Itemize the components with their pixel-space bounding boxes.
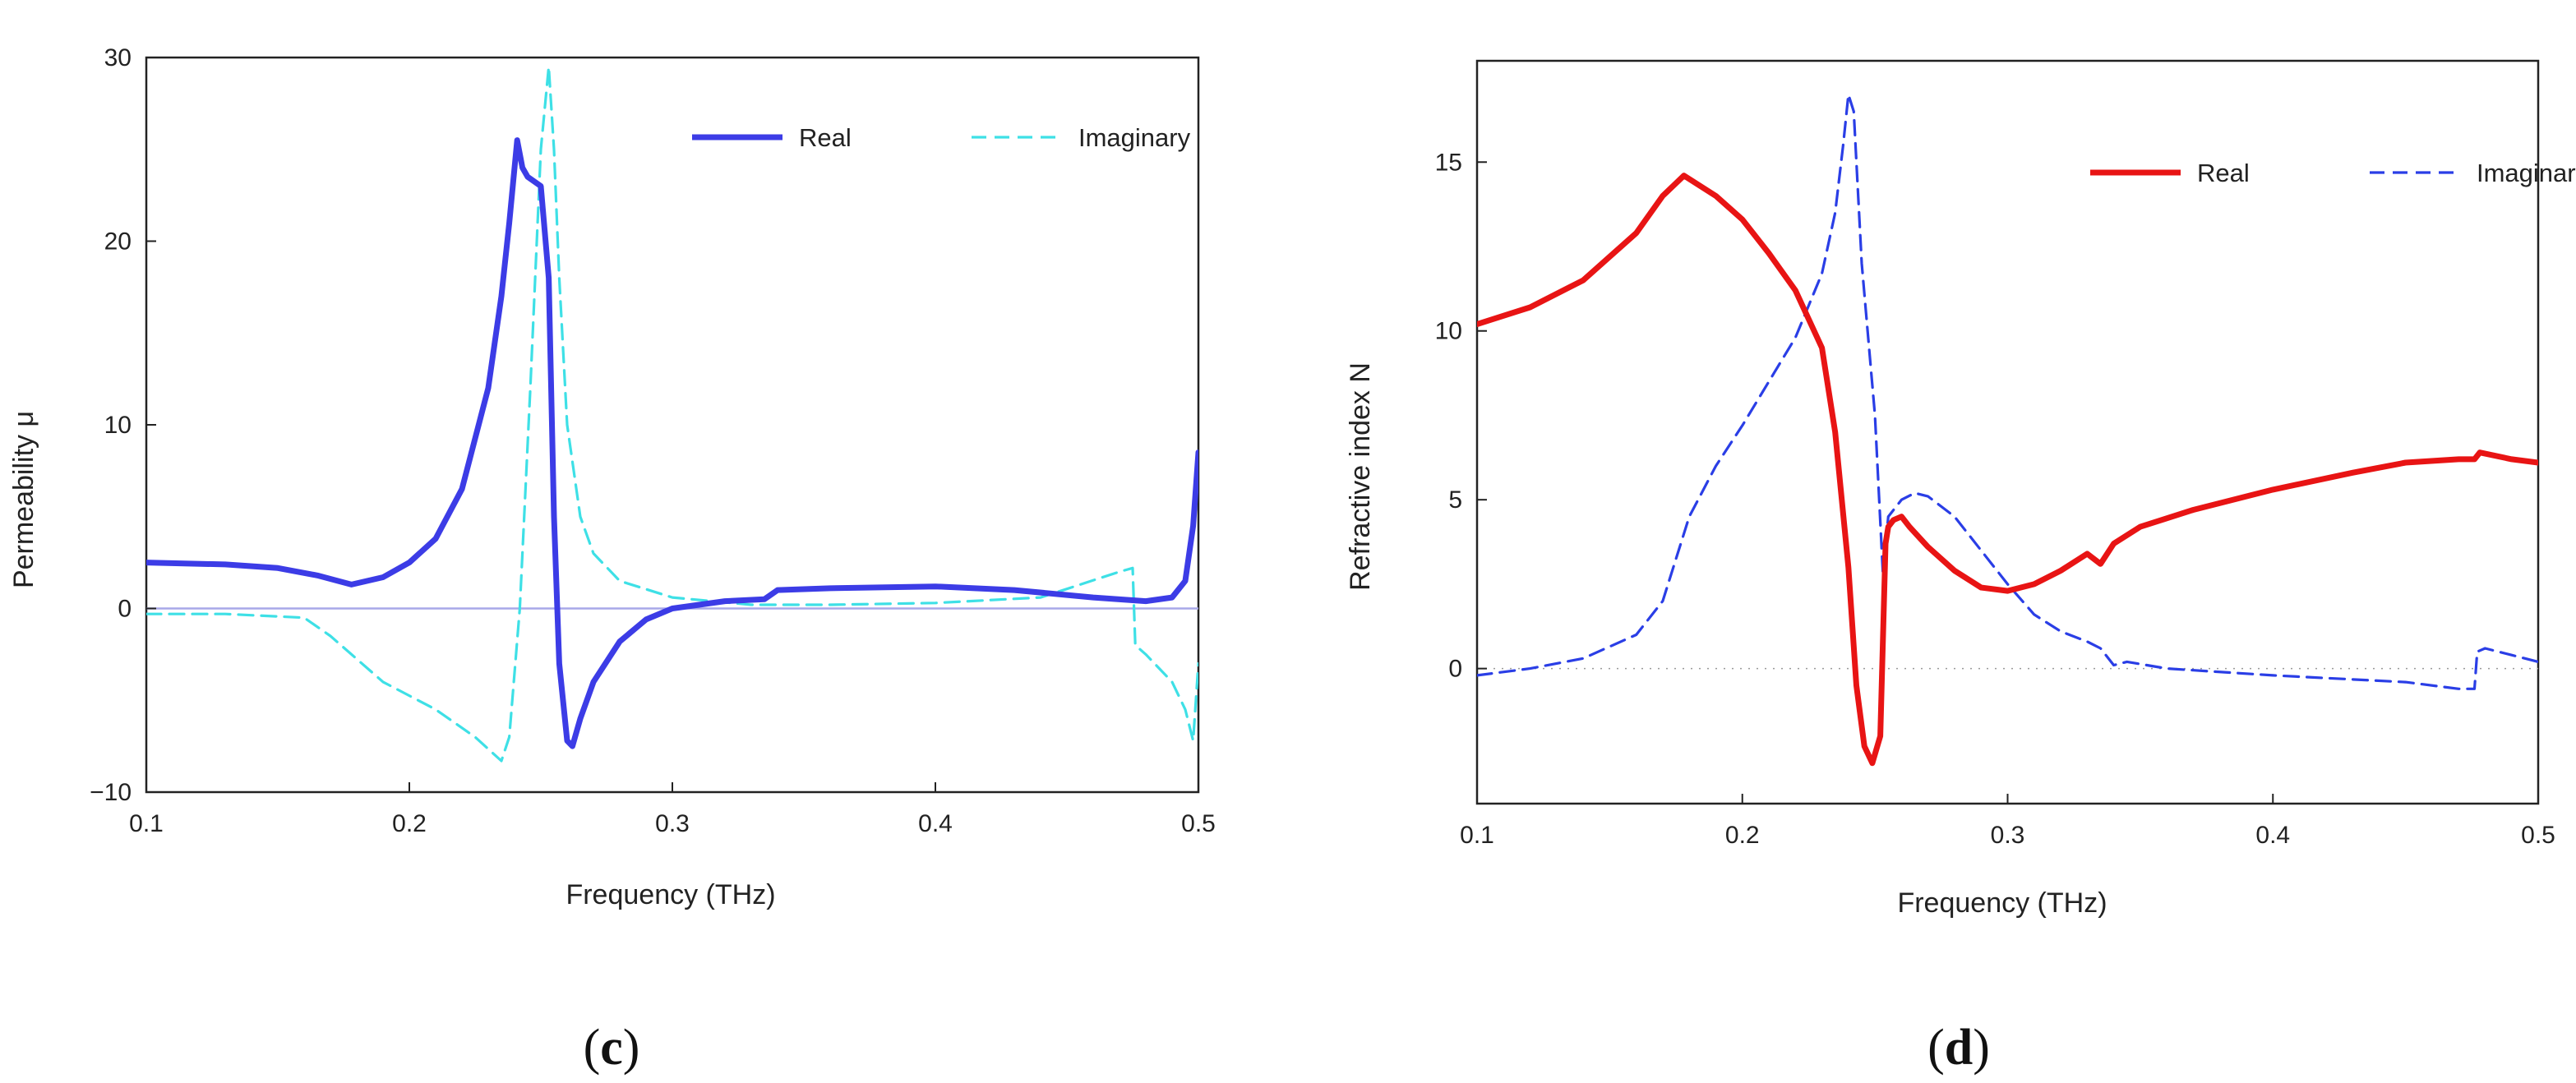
- x-tick-label: 0.4: [2255, 822, 2290, 849]
- y-tick-label: 0: [1448, 656, 1462, 683]
- legend-label-real: Real: [2197, 159, 2250, 187]
- panel-label-c: (c): [584, 1020, 640, 1076]
- chart-permeability: Permeability μ Frequency (THz) (c) 0.1 0.…: [8, 44, 1216, 1076]
- x-axis-title: Frequency (THz): [566, 879, 775, 910]
- y-tick-label: 10: [1435, 318, 1462, 345]
- x-tick-label: 0.1: [129, 810, 164, 837]
- series-line-imaginary: [146, 65, 1198, 763]
- y-axis-title: Refractive index N: [1345, 362, 1376, 591]
- y-tick-label: 20: [104, 228, 132, 256]
- x-tick-label: 0.1: [1460, 822, 1494, 849]
- y-tick-label: 30: [104, 44, 132, 71]
- x-tick-label: 0.3: [1991, 822, 2025, 849]
- y-axis-title: Permeability μ: [8, 411, 39, 588]
- legend-label-imaginary: Imaginary: [1078, 123, 1191, 152]
- y-tick-label: 0: [118, 596, 132, 623]
- x-tick-label: 0.4: [918, 810, 953, 837]
- x-tick-label: 0.5: [1181, 810, 1216, 837]
- x-tick-label: 0.2: [392, 810, 427, 837]
- series-line-real: [1477, 173, 2538, 767]
- legend-label-real: Real: [799, 123, 852, 152]
- legend-label-imaginary: Imaginary: [2477, 159, 2576, 187]
- plot-frame: [145, 56, 1200, 794]
- y-tick-label: −10: [90, 779, 132, 806]
- x-tick-label: 0.5: [2521, 822, 2555, 849]
- y-tick-label: 10: [104, 412, 132, 439]
- series-line-imaginary: [1477, 93, 2538, 690]
- x-tick-label: 0.3: [655, 810, 690, 837]
- y-tick-label: 15: [1435, 149, 1462, 176]
- series-line-real: [146, 137, 1198, 749]
- x-axis-title: Frequency (THz): [1897, 887, 2107, 919]
- panel-label-d: (d): [1927, 1020, 1990, 1076]
- x-tick-label: 0.2: [1725, 822, 1760, 849]
- chart-refractive-index: Refractive index N Frequency (THz) (d) 0…: [1345, 59, 2576, 1076]
- y-tick-label: 5: [1448, 486, 1462, 514]
